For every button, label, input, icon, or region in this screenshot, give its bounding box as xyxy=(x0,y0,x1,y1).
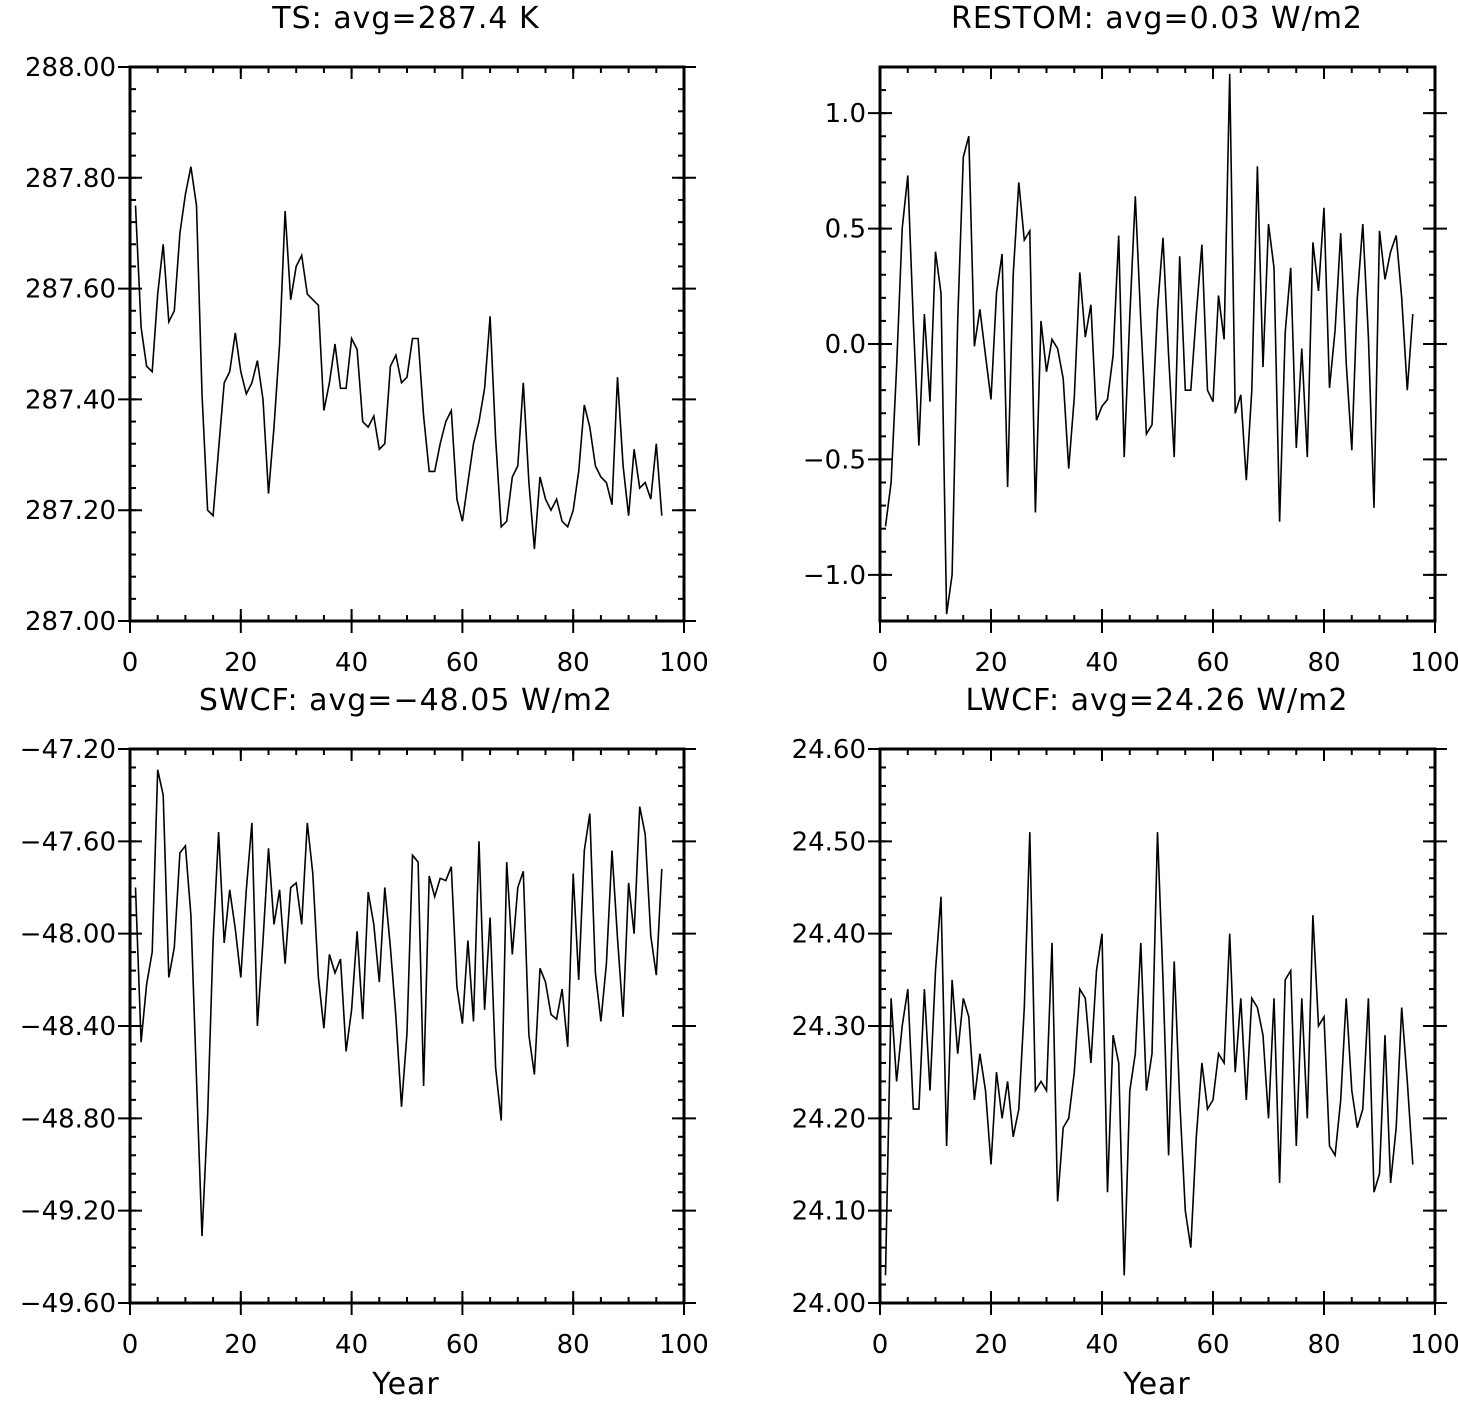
series-line xyxy=(134,166,663,550)
y-tick-label: −47.60 xyxy=(20,827,116,857)
y-tick-label: 288.00 xyxy=(25,53,116,83)
y-tick-label: 24.50 xyxy=(792,827,866,857)
panel-ts: TS: avg=287.4 K 0 20 40 60 80 100 287.00 287.20… xyxy=(25,1,709,678)
x-tick-label: 40 xyxy=(335,1330,368,1360)
y-tick-label: 287.00 xyxy=(25,607,116,637)
x-tick-label: 40 xyxy=(1085,1330,1118,1360)
y-tick-label: −49.20 xyxy=(20,1197,116,1227)
x-tick-label: 20 xyxy=(974,1330,1007,1360)
series-line xyxy=(884,73,1414,615)
x-tick-label: 0 xyxy=(122,648,139,678)
x-tick-label: 80 xyxy=(557,1330,590,1360)
x-tick-label: 0 xyxy=(872,1330,889,1360)
panel-restom: RESTOM: avg=0.03 W/m2 0 20 40 60 80 100 −1.0 −0… xyxy=(803,1,1458,678)
x-tick-label: 80 xyxy=(1307,1330,1340,1360)
y-tick-label: 0.5 xyxy=(825,215,866,245)
y-tick-label: 24.60 xyxy=(792,735,866,765)
chart-title: RESTOM: avg=0.03 W/m2 xyxy=(951,1,1363,36)
y-tick-label: −0.5 xyxy=(803,445,866,475)
x-tick-label: 100 xyxy=(659,648,709,678)
y-tick-label: 287.20 xyxy=(25,496,116,526)
x-tick-label: 40 xyxy=(335,648,368,678)
y-tick-label: 1.0 xyxy=(825,99,866,129)
plot-frame xyxy=(128,65,686,623)
x-tick-label: 100 xyxy=(1410,1330,1458,1360)
y-tick-label: 24.30 xyxy=(792,1012,866,1042)
x-tick-label: 0 xyxy=(872,648,889,678)
y-tick-label: 24.20 xyxy=(792,1104,866,1134)
plot-frame xyxy=(878,65,1437,623)
panel-lwcf: LWCF: avg=24.26 W/m2 Year 0 20 40 60 80 100 24… xyxy=(792,683,1458,1402)
x-tick-label: 80 xyxy=(557,648,590,678)
x-tick-label: 60 xyxy=(446,1330,479,1360)
y-tick-label: 24.40 xyxy=(792,920,866,950)
y-tick-label: 24.00 xyxy=(792,1289,866,1319)
y-tick-label: −1.0 xyxy=(803,561,866,591)
x-tick-label: 60 xyxy=(1196,1330,1229,1360)
panel-swcf: SWCF: avg=−48.05 W/m2 Year 0 20 40 60 80 100 −… xyxy=(20,683,709,1402)
y-tick-label: −48.80 xyxy=(20,1104,116,1134)
y-tick-label: 0.0 xyxy=(825,330,866,360)
series-line xyxy=(884,832,1414,1276)
y-tick-label: −48.00 xyxy=(20,920,116,950)
x-tick-label: 100 xyxy=(659,1330,709,1360)
chart-title: LWCF: avg=24.26 W/m2 xyxy=(966,683,1349,718)
x-tick-label: 20 xyxy=(224,648,257,678)
y-tick-label: 287.40 xyxy=(25,385,116,415)
y-tick-label: 287.80 xyxy=(25,164,116,194)
x-tick-label: 20 xyxy=(224,1330,257,1360)
y-tick-label: 24.10 xyxy=(792,1197,866,1227)
chart-title: SWCF: avg=−48.05 W/m2 xyxy=(199,683,613,718)
y-tick-label: −47.20 xyxy=(20,735,116,765)
x-axis-label: Year xyxy=(1122,1367,1191,1402)
y-tick-label: −49.60 xyxy=(20,1289,116,1319)
chart-title: TS: avg=287.4 K xyxy=(271,1,540,36)
x-tick-label: 60 xyxy=(1196,648,1229,678)
series-line xyxy=(134,769,663,1237)
x-axis-label: Year xyxy=(371,1367,440,1402)
x-tick-label: 40 xyxy=(1085,648,1118,678)
x-tick-label: 20 xyxy=(974,648,1007,678)
y-tick-label: 287.60 xyxy=(25,275,116,305)
x-tick-label: 0 xyxy=(122,1330,139,1360)
x-tick-label: 60 xyxy=(446,648,479,678)
x-tick-label: 100 xyxy=(1410,648,1458,678)
x-tick-label: 80 xyxy=(1307,648,1340,678)
y-tick-label: −48.40 xyxy=(20,1012,116,1042)
